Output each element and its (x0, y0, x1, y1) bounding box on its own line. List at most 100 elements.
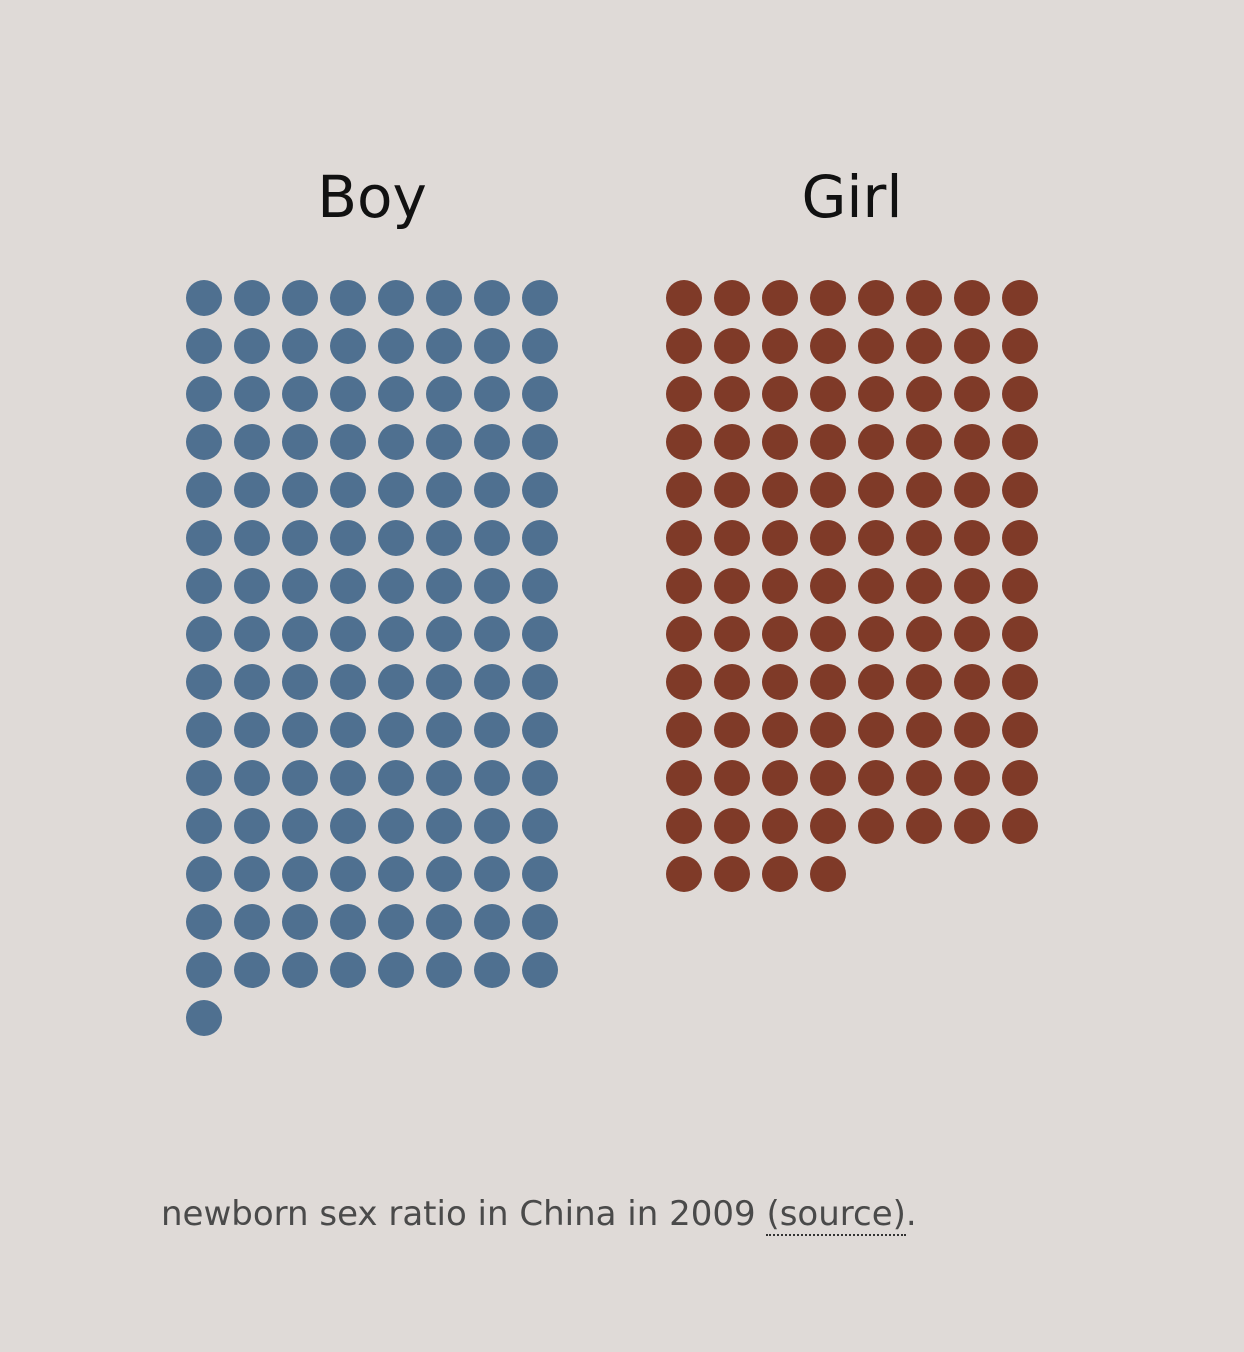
girl-dot (858, 376, 894, 412)
boy-dot (378, 280, 414, 316)
boy-dot (282, 280, 318, 316)
boy-dot (282, 568, 318, 604)
boy-dot (282, 712, 318, 748)
boy-dot (426, 808, 462, 844)
girl-dot (1002, 712, 1038, 748)
girl-dot (906, 712, 942, 748)
girl-dot (1002, 280, 1038, 316)
girl-dot (666, 328, 702, 364)
boy-dot (426, 472, 462, 508)
boy-dot (378, 664, 414, 700)
girl-dot (762, 856, 798, 892)
girl-dot (714, 280, 750, 316)
girl-dot (906, 520, 942, 556)
boy-dot (474, 616, 510, 652)
girl-dot (762, 664, 798, 700)
girl-dot (762, 808, 798, 844)
boy-dot (186, 712, 222, 748)
girl-dot (906, 424, 942, 460)
boy-dot (330, 760, 366, 796)
boy-dot (522, 328, 558, 364)
girl-dot (762, 376, 798, 412)
boy-dot (426, 712, 462, 748)
girl-dot (762, 472, 798, 508)
boy-dot (282, 664, 318, 700)
boy-dot (474, 472, 510, 508)
boy-dot (522, 952, 558, 988)
boy-dot (330, 520, 366, 556)
boy-dot (378, 472, 414, 508)
boy-dot (330, 568, 366, 604)
boy-dot (474, 808, 510, 844)
girl-dot (1002, 328, 1038, 364)
boy-dot (426, 760, 462, 796)
girl-dot (1002, 424, 1038, 460)
boy-dot (378, 760, 414, 796)
boy-dot (378, 568, 414, 604)
boy-dot (186, 328, 222, 364)
girl-dot (1002, 376, 1038, 412)
girl-dot (1002, 664, 1038, 700)
boy-dot (186, 376, 222, 412)
girl-dot (906, 616, 942, 652)
girl-dot (1002, 808, 1038, 844)
girl-dot (858, 280, 894, 316)
boy-dot (474, 280, 510, 316)
girl-dot (714, 424, 750, 460)
boy-dot (474, 664, 510, 700)
girl-dot (714, 328, 750, 364)
girl-dot (906, 328, 942, 364)
boy-dot (378, 616, 414, 652)
boy-dot (282, 520, 318, 556)
boy-dot (186, 424, 222, 460)
boy-dot (234, 520, 270, 556)
source-link[interactable]: (source) (766, 1194, 906, 1236)
boy-dot (330, 472, 366, 508)
girl-dot (810, 616, 846, 652)
girl-dot (666, 712, 702, 748)
girl-dot (906, 760, 942, 796)
girl-dot (714, 760, 750, 796)
boy-dot (330, 856, 366, 892)
boy-dot (474, 376, 510, 412)
boy-dot (234, 856, 270, 892)
girl-dot (954, 712, 990, 748)
girl-dot (762, 328, 798, 364)
group-label-boy: Boy (317, 163, 427, 231)
boy-dot (186, 520, 222, 556)
girl-dot (906, 808, 942, 844)
boy-dot (426, 568, 462, 604)
boy-dot (474, 760, 510, 796)
girl-dot (714, 856, 750, 892)
boy-dot (234, 472, 270, 508)
girl-dot (714, 664, 750, 700)
boy-dot (522, 376, 558, 412)
girl-dot (666, 664, 702, 700)
girl-dot (1002, 568, 1038, 604)
boy-dot (330, 616, 366, 652)
girl-dot (954, 568, 990, 604)
boy-dot (282, 328, 318, 364)
girl-dot (810, 376, 846, 412)
girl-dot (666, 760, 702, 796)
boy-dot (282, 808, 318, 844)
boy-dot (234, 376, 270, 412)
boy-dot (378, 904, 414, 940)
girl-dot (810, 328, 846, 364)
boy-dot (522, 856, 558, 892)
boy-dot (234, 664, 270, 700)
boy-dot (378, 424, 414, 460)
boy-dot (234, 280, 270, 316)
girl-dot (954, 520, 990, 556)
girl-dot (762, 760, 798, 796)
boy-dot (186, 568, 222, 604)
girl-dot (810, 424, 846, 460)
girl-dot (666, 424, 702, 460)
group-label-girl: Girl (801, 163, 902, 231)
girl-dot (1002, 520, 1038, 556)
boy-dot (474, 520, 510, 556)
girl-dot (810, 520, 846, 556)
girl-dot (810, 280, 846, 316)
boy-dot (474, 328, 510, 364)
